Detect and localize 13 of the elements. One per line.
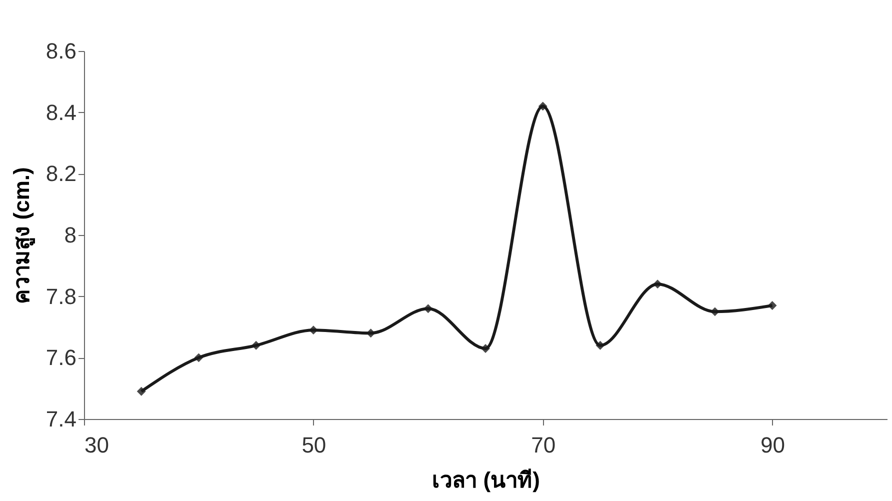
y-tick-label: 8.2 — [46, 161, 76, 186]
y-axis-title: ความสูง (cm.) — [8, 167, 36, 304]
y-tick-label: 7.4 — [46, 406, 76, 432]
y-tick-label: 8 — [64, 222, 76, 248]
y-tick-label: 7.6 — [46, 345, 76, 370]
x-tick-label: 90 — [760, 432, 786, 458]
y-tick-label: 8.4 — [46, 100, 76, 125]
x-tick-label: 50 — [302, 432, 326, 458]
y-tick-label: 7.8 — [46, 284, 76, 309]
y-tick-label: 8.6 — [46, 38, 76, 64]
x-tick-label: 70 — [531, 432, 556, 458]
x-axis-title: เวลา (นาที) — [432, 468, 540, 492]
x-tick-label: 30 — [84, 432, 109, 458]
